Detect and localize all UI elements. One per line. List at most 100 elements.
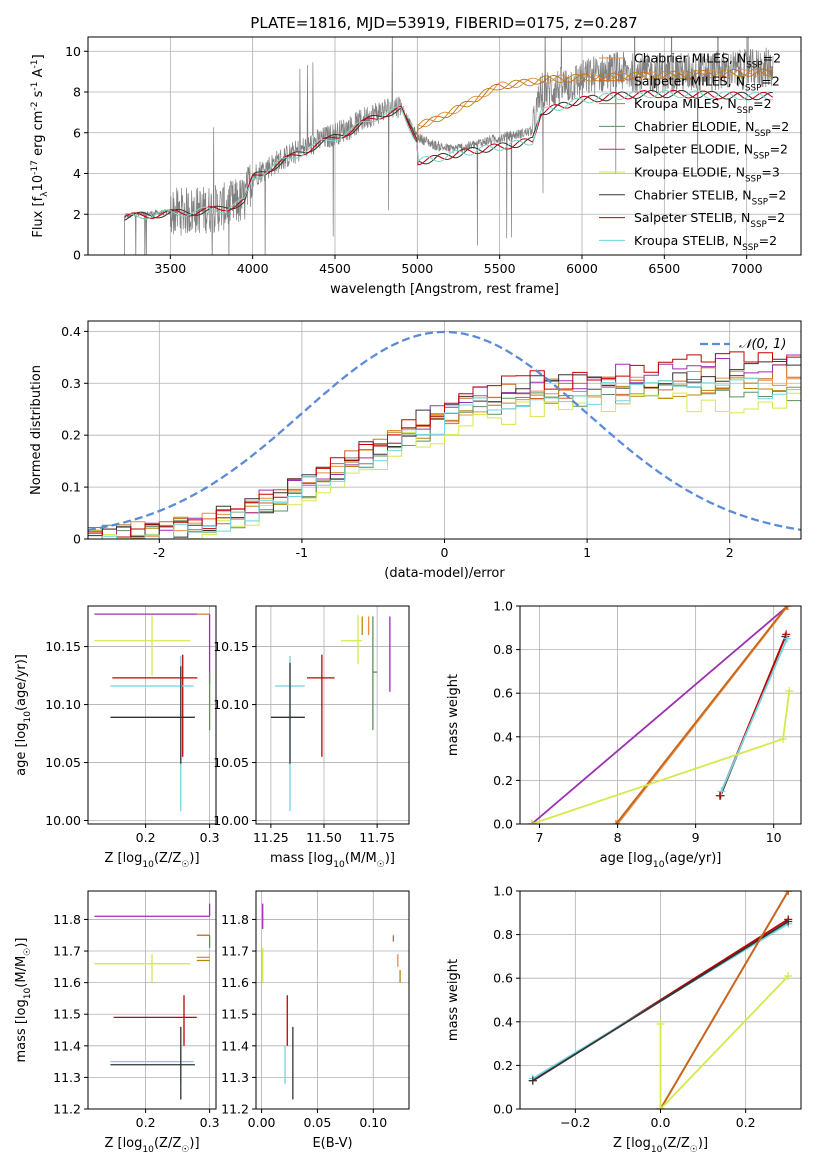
y-tick-label: 2	[73, 207, 81, 222]
label-fragment: erg cm	[31, 111, 46, 160]
y-tick-label: 10	[65, 44, 81, 59]
legend-label-count: =2	[770, 142, 788, 157]
y-tick-label: 11.3	[221, 1070, 249, 1085]
model-line-kroupa-stelib	[124, 89, 773, 220]
y-tick-label: 11.5	[221, 1007, 249, 1022]
legend-label-count: =2	[763, 51, 781, 66]
weight-line-chabrier-stelib	[532, 920, 789, 1082]
weight-line-salpeter-miles	[659, 891, 789, 1109]
axes-frame	[519, 605, 802, 825]
panel-mass_vs_Z: 0.2 0.3 11.2 11.3 11.4 11.5 11.6 11.7 11.8 Z [log…	[14, 890, 220, 1155]
weight-line-salpeter-miles	[615, 606, 788, 824]
label-fragment: (M/M	[345, 851, 377, 866]
x-axis-label: Z [log10(Z/Z☉)]	[613, 1136, 708, 1155]
x-tick-label: 8	[614, 830, 622, 845]
x-tick-label: 0.10	[359, 1115, 387, 1130]
legend-label-count: =2	[759, 233, 777, 248]
plot-area	[88, 321, 801, 539]
x-tick-label: 0.2	[736, 1115, 756, 1130]
y-tick-label: 11.3	[53, 1070, 81, 1085]
label-fragment: λ	[40, 191, 50, 197]
x-tick-label: 11.50	[306, 830, 342, 845]
label-fragment: ☉	[23, 948, 33, 956]
weight-marker	[782, 630, 791, 639]
label-fragment: age [log	[600, 851, 653, 866]
label-fragment: 10	[653, 860, 665, 870]
x-axis-label: Z [log10(Z/Z☉)]	[104, 851, 199, 870]
y-tick-label: 10.05	[213, 755, 249, 770]
legend-label: 𝒩(0, 1)	[739, 337, 786, 352]
y-tick-label: 0	[73, 532, 81, 547]
x-tick-label: 0.05	[304, 1115, 332, 1130]
x-axis-label: mass [log10(M/M☉)]	[270, 851, 395, 870]
y-tick-label: 11.2	[221, 1102, 249, 1117]
legend-label-count: =2	[771, 119, 789, 134]
legend-label: Kroupa ELODIE, NSSP=3	[634, 165, 780, 185]
x-tick-label: 0.3	[200, 1115, 220, 1130]
legend: 𝒩(0, 1)	[700, 337, 786, 352]
x-axis-label: wavelength [Angstrom, rest frame]	[330, 282, 559, 297]
label-fragment: (age/yr)]	[14, 654, 29, 711]
y-tick-label: 0.4	[61, 324, 81, 339]
legend-label: Chabrier STELIB, NSSP=2	[634, 187, 786, 207]
label-fragment: Z [log	[104, 1136, 142, 1151]
y-tick-label: 0.1	[61, 480, 81, 495]
label-fragment: 10	[142, 1145, 154, 1155]
errorbar-salpeter-stelib	[307, 654, 335, 757]
errorbar-salpeter-elodie	[94, 613, 211, 684]
errorbar-kroupa-elodie	[94, 615, 191, 676]
label-fragment: Normed distribution	[29, 365, 44, 495]
x-tick-label: 0.0	[651, 1115, 671, 1130]
y-axis-label: Flux [fλ10-17 erg cm-2 s-1 A-1]	[30, 54, 50, 237]
plot-area	[256, 606, 409, 824]
panel-spectrum: 3500 4000 4500 5000 5500 6000 6500 7000 0 2 4 6 8 10 w…	[30, 36, 802, 297]
x-tick-label: -2	[153, 545, 165, 560]
x-tick-label: −0.2	[560, 1115, 590, 1130]
label-fragment: 10	[23, 711, 33, 723]
label-fragment: Flux [f	[31, 196, 46, 237]
axes-frame	[255, 890, 410, 1110]
legend-label-count: =2	[753, 96, 771, 111]
weight-marker	[784, 917, 793, 926]
hist-kroupa-elodie	[88, 392, 801, 539]
errorbar-chabrier-stelib	[110, 1026, 195, 1100]
plot-area	[520, 891, 801, 1109]
legend-label-sub: SSP	[752, 197, 768, 207]
weight-marker	[527, 820, 536, 824]
y-tick-label: 10.15	[213, 639, 249, 654]
x-tick-label: 1	[583, 545, 591, 560]
x-tick-label: -1	[296, 545, 308, 560]
hist-salpeter-stelib	[88, 351, 801, 539]
y-tick-label: 10.15	[45, 639, 81, 654]
label-fragment: s	[31, 90, 46, 101]
x-tick-label: 11.25	[253, 830, 289, 845]
legend-label: Chabrier ELODIE, NSSP=2	[634, 119, 789, 139]
legend-label: Chabrier MILES, NSSP=2	[634, 51, 781, 71]
weight-marker	[779, 734, 788, 743]
label-fragment: E(B-V)	[312, 1136, 352, 1151]
y-axis-label: mass weight	[446, 674, 461, 756]
legend-label-text: Chabrier ELODIE, N	[634, 119, 754, 134]
weight-marker	[783, 606, 792, 610]
x-tick-label: 6500	[648, 261, 680, 276]
x-tick-label: 2	[726, 545, 734, 560]
errorbar-salpeter-elodie	[94, 903, 211, 917]
panel-residuals: -2 -1 0 1 2 0 0.1 0.2 0.3 0.4 (data-model)/error No…	[29, 320, 802, 581]
x-tick-label: 0.3	[200, 830, 220, 845]
label-fragment: )]	[14, 938, 29, 948]
y-tick-label: 8	[73, 85, 81, 100]
x-tick-label: 7	[536, 830, 544, 845]
legend-label: Salpeter STELIB, NSSP=2	[634, 210, 785, 230]
plot-area	[88, 37, 801, 255]
y-tick-label: 0.4	[493, 1014, 513, 1029]
legend-label-text: Salpeter MILES, N	[634, 73, 745, 88]
label-fragment: Z [log	[104, 851, 142, 866]
label-fragment: mass weight	[446, 959, 461, 1041]
x-axis-label: (data-model)/error	[384, 566, 505, 581]
x-tick-label: 4000	[237, 261, 269, 276]
x-tick-label: 9	[692, 830, 700, 845]
label-fragment: )]	[189, 851, 199, 866]
x-tick-label: 0.2	[136, 830, 156, 845]
legend-label: Kroupa STELIB, NSSP=2	[634, 233, 777, 253]
